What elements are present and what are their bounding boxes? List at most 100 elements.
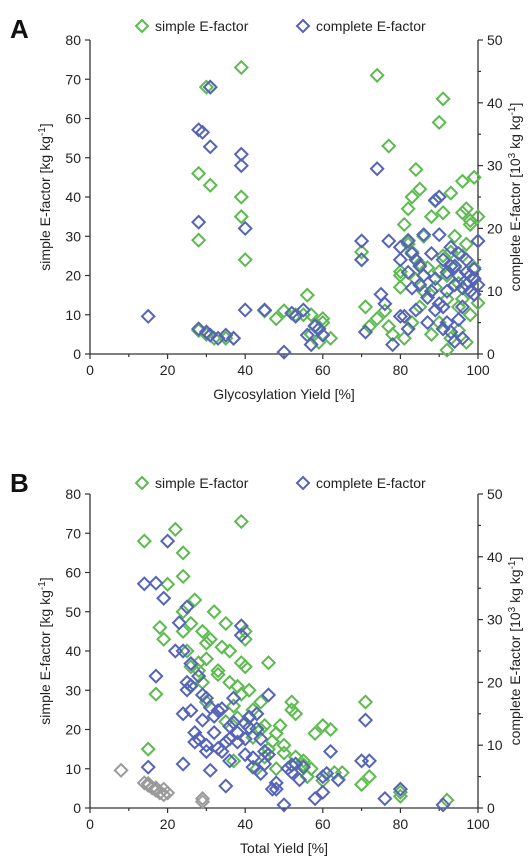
data-point — [253, 731, 269, 747]
legend-label-complete: complete E-factor — [316, 475, 426, 491]
data-point — [447, 228, 463, 244]
data-point — [206, 708, 222, 724]
data-point — [427, 271, 443, 287]
data-point — [268, 311, 284, 327]
data-point — [222, 674, 238, 691]
data-point — [404, 189, 420, 205]
y-tick-label: 80 — [65, 486, 81, 502]
y-axis-title: simple E-factor [kg kg-1] — [37, 123, 53, 270]
x-tick-label: 100 — [466, 362, 490, 378]
data-point — [447, 333, 463, 350]
data-point — [419, 314, 436, 331]
data-point — [307, 790, 323, 807]
data-point — [427, 279, 443, 295]
data-point — [202, 327, 218, 343]
data-point — [159, 533, 176, 549]
data-point — [357, 299, 374, 315]
data-point — [187, 734, 203, 750]
y-tick-label: 30 — [65, 682, 81, 698]
data-point — [237, 731, 253, 747]
data-point — [353, 753, 370, 769]
y-tick-label: 40 — [65, 189, 81, 205]
data-point — [194, 712, 211, 728]
data-point — [400, 233, 416, 249]
data-point — [353, 244, 370, 260]
data-point — [299, 287, 315, 303]
data-point — [400, 321, 416, 337]
data-point — [210, 703, 226, 719]
data-point — [156, 781, 172, 797]
y-axis-title: simple E-factor [kg kg-1] — [37, 577, 53, 724]
legend: simple E-factor complete E-factor — [134, 18, 426, 34]
data-point — [202, 631, 218, 647]
data-point — [206, 604, 222, 620]
data-point — [315, 327, 331, 343]
y2-axis-title-sup: 3 — [507, 152, 518, 158]
data-point — [353, 252, 370, 268]
data-point — [113, 762, 129, 778]
data-point — [435, 321, 451, 337]
legend-marker-simple — [134, 475, 150, 491]
data-point — [276, 344, 292, 360]
data-point — [357, 324, 374, 340]
data-point — [194, 794, 211, 810]
legend-marker-complete — [295, 475, 311, 491]
data-point — [253, 721, 269, 738]
data-point — [241, 682, 257, 698]
data-point — [183, 677, 199, 694]
data-point — [191, 214, 207, 230]
data-point — [392, 279, 409, 295]
data-point — [392, 308, 409, 324]
data-point — [229, 734, 246, 750]
data-point — [315, 717, 331, 734]
data-point — [233, 209, 249, 225]
y2-tick-label: 20 — [487, 674, 503, 690]
data-point — [295, 302, 312, 318]
data-point — [377, 790, 393, 807]
y2-axis-title-mid: kg kg — [507, 569, 523, 606]
data-point — [454, 173, 471, 189]
y2-tick-label: 0 — [487, 346, 495, 362]
data-point — [206, 330, 222, 346]
data-point — [140, 741, 156, 757]
data-point — [423, 245, 440, 262]
data-point — [284, 757, 300, 773]
legend-label-complete: complete E-factor — [316, 18, 426, 34]
y2-tick-label: 10 — [487, 283, 503, 299]
data-point — [462, 307, 478, 323]
x-tick-label: 40 — [237, 362, 253, 378]
data-point — [431, 227, 447, 243]
data-point — [419, 289, 436, 306]
data-point — [450, 311, 467, 328]
data-point — [159, 576, 176, 592]
x-tick-label: 60 — [315, 816, 331, 832]
data-point — [412, 181, 428, 197]
legend-marker-complete — [295, 18, 311, 34]
data-point — [140, 308, 156, 324]
data-point — [357, 712, 374, 728]
y-tick-label: 70 — [65, 71, 81, 87]
data-point — [264, 781, 280, 797]
data-point — [276, 737, 292, 753]
data-point — [404, 280, 420, 296]
data-point — [392, 781, 409, 797]
data-point — [369, 161, 385, 177]
data-point — [381, 138, 397, 154]
data-point — [276, 745, 292, 761]
data-point — [427, 302, 443, 318]
y2-axis-title: complete E-factor [103 kg kg-1] — [507, 557, 523, 746]
data-point — [361, 318, 377, 335]
data-point — [439, 342, 455, 358]
data-point — [198, 635, 215, 651]
data-point — [454, 291, 471, 307]
data-point — [245, 750, 261, 766]
data-point — [233, 655, 249, 671]
data-point — [416, 228, 432, 244]
data-point — [439, 314, 455, 331]
data-point — [175, 568, 191, 585]
data-point — [175, 604, 191, 620]
y-axis-title-end: ] — [37, 577, 53, 581]
data-point — [439, 283, 455, 299]
data-point — [206, 725, 222, 741]
data-point — [187, 725, 203, 741]
